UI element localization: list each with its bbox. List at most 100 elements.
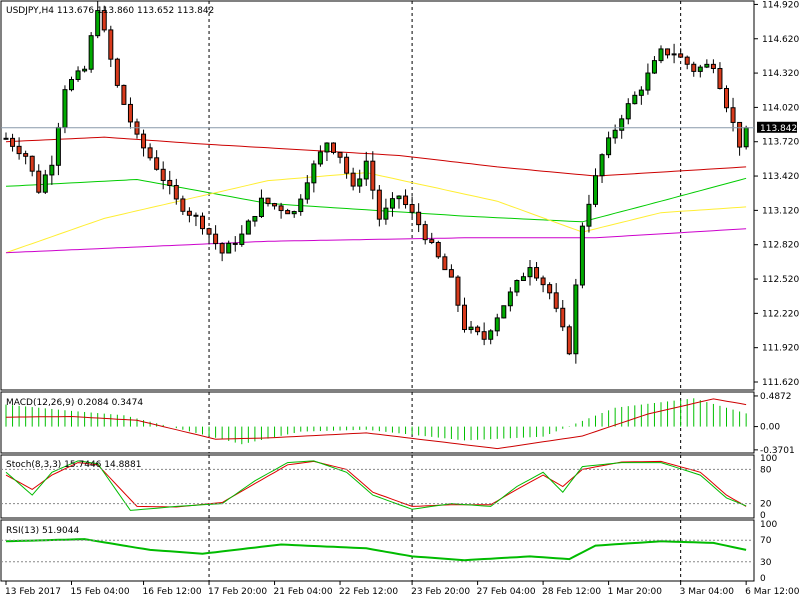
candle-body — [317, 151, 323, 165]
time-tick-label: 17 Feb 20:00 — [208, 587, 267, 597]
price-tick-label: 112.520 — [762, 275, 799, 285]
candle-body — [520, 276, 526, 282]
candle-body — [331, 142, 336, 153]
candle-body — [632, 94, 638, 105]
candle-body — [606, 137, 612, 156]
candle-body — [167, 179, 173, 186]
candle-body — [475, 326, 481, 333]
candle-body — [658, 48, 664, 62]
candle-body — [108, 29, 114, 60]
candle-body — [180, 198, 186, 212]
time-tick-label: 21 Feb 04:00 — [274, 587, 333, 597]
rsi-tick-label: 70 — [760, 536, 772, 546]
candle-body — [206, 228, 212, 235]
candle-body — [49, 164, 55, 176]
price-tick-label: 112.820 — [762, 241, 799, 251]
candle-body — [691, 63, 697, 72]
time-tick-label: 23 Feb 20:00 — [411, 587, 470, 597]
candle-body — [494, 317, 500, 332]
candle-body — [638, 89, 644, 96]
price-badge-box — [757, 121, 797, 133]
candle-body — [743, 127, 749, 148]
stoch-signal-line — [5, 460, 747, 508]
candle-body — [213, 233, 219, 245]
candle-body — [101, 10, 107, 31]
candle-body — [488, 330, 494, 340]
candle-body — [265, 197, 271, 205]
candles — [3, 1, 749, 364]
stoch-tick-label: 80 — [760, 465, 772, 475]
candle-body — [55, 126, 61, 166]
candle-body — [42, 174, 48, 193]
candle-body — [95, 10, 101, 37]
candle-body — [376, 189, 382, 220]
macd-tick-label: 0.4872 — [760, 392, 792, 402]
macd-panel: MACD(12,26,9) 0.2084 0.3474 0.4872 0.00 -0… — [0, 391, 795, 456]
time-tick-label: 6 Mar 12:00 — [745, 587, 800, 597]
candle-body — [501, 305, 507, 319]
candle-body — [435, 241, 441, 258]
candle-body — [62, 89, 68, 128]
candle-body — [573, 284, 579, 355]
candle-body — [665, 48, 671, 56]
candle-body — [448, 269, 454, 278]
moving-average-line — [5, 172, 747, 254]
price-panel: USDJPY,H4 113.676 113.860 113.652 113.84… — [0, 0, 799, 391]
candle-body — [625, 103, 631, 120]
moving-average-line — [5, 177, 747, 223]
time-tick-label: 28 Feb 12:00 — [542, 587, 601, 597]
candle-body — [291, 211, 297, 215]
rsi-line — [5, 538, 747, 562]
time-tick-label: 13 Feb 2017 — [5, 587, 61, 597]
candle-body — [678, 53, 684, 58]
candle-body — [337, 151, 343, 158]
candle-body — [3, 137, 9, 140]
candle-body — [481, 331, 487, 340]
candle-body — [645, 72, 651, 91]
price-tick-label: 111.920 — [762, 344, 799, 354]
price-tick-label: 114.620 — [762, 35, 799, 45]
candle-body — [422, 224, 428, 241]
candle-body — [710, 63, 716, 70]
macd-signal-line — [5, 398, 747, 450]
candle-body — [403, 195, 409, 206]
candle-body — [186, 210, 192, 216]
candle-body — [553, 292, 559, 309]
candle-body — [455, 276, 461, 306]
price-badge: 113.842 — [760, 124, 797, 134]
candle-body — [147, 147, 153, 159]
chart-title: USDJPY,H4 113.676 113.860 113.652 113.84… — [6, 6, 214, 16]
time-tick-label: 22 Feb 12:00 — [339, 587, 398, 597]
candle-body — [350, 172, 356, 187]
stoch-tick-label: 20 — [760, 500, 772, 510]
time-tick-label: 27 Feb 04:00 — [477, 587, 536, 597]
candle-body — [36, 170, 42, 193]
macd-label: MACD(12,26,9) 0.2084 0.3474 — [6, 398, 143, 408]
candle-body — [160, 168, 166, 181]
candle-body — [730, 107, 736, 123]
candle-body — [409, 204, 415, 213]
candle-body — [226, 242, 232, 254]
stoch-tick-label: 0 — [760, 511, 766, 521]
rsi-tick-label: 30 — [760, 558, 772, 568]
candle-body — [193, 214, 199, 217]
candle-body — [697, 66, 703, 72]
candle-body — [579, 225, 585, 286]
candle-body — [507, 291, 513, 307]
price-tick-label: 112.220 — [762, 309, 799, 319]
candle-body — [363, 160, 369, 180]
candle-body — [468, 326, 474, 331]
candle-body — [311, 163, 317, 184]
candle-body — [383, 207, 389, 220]
candle-body — [389, 198, 395, 209]
candle-body — [442, 256, 448, 271]
candle-body — [540, 277, 546, 286]
candle-body — [586, 203, 592, 227]
candle-body — [671, 53, 677, 56]
candle-body — [416, 211, 422, 226]
price-tick-label: 114.020 — [762, 103, 799, 113]
candle-body — [258, 197, 264, 217]
candle-body — [23, 153, 29, 157]
